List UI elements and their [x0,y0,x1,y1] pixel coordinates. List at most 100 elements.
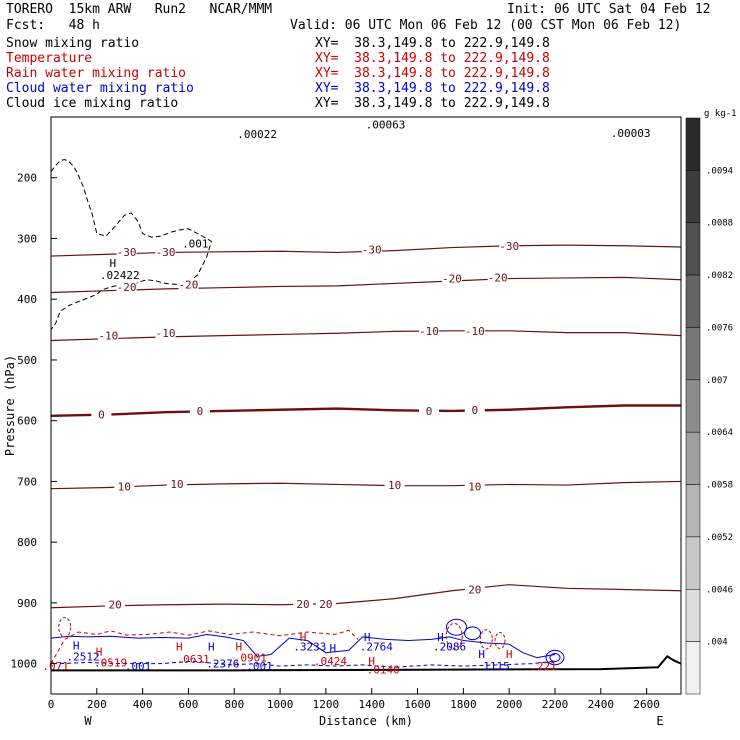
contour-label: 0 [98,409,105,422]
field-xy-rain: XY= 38.3,149.8 to 222.9,149.8 [315,66,550,81]
y-tick-label: 300 [17,232,37,245]
colorbar-swatch [685,589,701,642]
colorbar-tick-label: .0064 [706,428,733,438]
contour-label: 0 [472,404,479,417]
contour-label-bg [464,481,485,492]
contour-label-bg [178,279,199,290]
x-tick-label: 1800 [450,698,477,711]
contour-label-bg [315,599,336,610]
hydrometeor-label: .3233 [293,641,326,654]
colorbar-swatch [685,641,701,695]
contour-label: 10 [388,479,401,492]
contour-label: -30 [156,246,176,259]
contour-label: 20 [296,598,309,611]
x-tick-label: 1000 [267,698,294,711]
colorbar-tick-label: .0076 [706,323,733,333]
hydrometeor-label: .001 [246,660,273,673]
hydrometeor-label: .001 [182,237,209,250]
hydrometeor-label: H [96,645,103,658]
colorbar-tick-label: .004 [706,638,728,648]
contour-label-bg [91,409,112,420]
contour-label: -30 [117,246,137,259]
cloud-water-cell [464,626,482,641]
contour-label: 10 [118,480,131,493]
temperature-contour-line [50,276,682,294]
hydrometeor-label: .0424 [314,655,347,668]
x-tick-label: 1200 [313,698,340,711]
x-tick-label: 1600 [404,698,431,711]
contour-labels: -30 -30 -30 -30 -20 -20 -20 -20 -10 -10 -10 -10 0 0 0 0… [42,118,650,676]
temperature-contour-line [50,404,681,418]
y-tick-label: 800 [17,536,37,549]
contour-label-bg [114,481,135,492]
hydrometeor-label: .00022 [237,128,277,141]
colorbar-tick-label: .0058 [706,481,733,491]
hydrometeor-label: .221 [530,660,557,673]
y-tick-label: 200 [17,172,37,185]
contour-label: 20 [468,584,481,597]
contour-label-bg [155,328,176,339]
y-axis-label: Pressure (hPa) [3,355,17,456]
hydrometeor-label: .0901 [234,652,267,665]
cloud-water-contour-line [50,633,556,659]
hydrometeor-label: H [437,631,444,644]
x-tick-label: 200 [87,698,107,711]
contour-label-bg [487,272,508,283]
contour-label: -10 [419,325,439,338]
rain-cell [58,617,72,638]
cloud-water-cell [445,618,467,636]
hydrometeor-label: H [208,641,215,654]
colorbar-swatch [685,170,701,223]
contour-label: -10 [465,325,485,338]
colorbar-swatch [685,327,701,381]
contour-label-bg [116,246,137,257]
hydrometeor-contours [50,617,682,672]
y-tick-label: 500 [17,354,37,367]
field-name-cloud-ice: Cloud ice mixing ratio [6,96,179,111]
x-tick-label: 600 [179,698,199,711]
y-tick-label: 600 [17,415,37,428]
hydrometeor-label: H [236,641,243,654]
contour-label: -30 [499,240,519,253]
rain-cell [445,623,463,650]
hydrometeor-label: H [329,642,336,655]
contour-label-bg [441,273,462,284]
y-tick-label: 700 [17,475,37,488]
header-fcst: Fcst: 48 h [6,18,100,33]
colorbar-tick-label: .0052 [706,533,733,543]
colorbar-unit: g kg-1 [704,109,737,119]
hydrometeor-label: H [368,655,375,668]
contour-label: 20 [319,598,332,611]
contour-label-bg [464,584,485,595]
snow-ice-contours [50,158,212,330]
hydrometeor-label: .00003 [611,127,651,140]
temperature-contour-line [50,330,682,342]
colorbar-swatch [685,274,701,328]
colorbar-swatch [685,431,701,485]
hydrometeor-label: .2086 [433,641,466,654]
contour-label: -30 [362,243,382,256]
contour-label-bg [464,325,485,336]
contour-label: 20 [109,599,122,612]
field-xy-snow: XY= 38.3,149.8 to 222.9,149.8 [315,36,550,51]
hydrometeor-label: H [73,639,80,652]
colorbar-swatch [685,379,701,433]
hydrometeor-label: .1115 [477,660,510,673]
hydrometeor-label: H [300,631,307,644]
hydrometeor-label: H [506,648,513,661]
x-end-label-east: E [656,714,663,728]
field-name-rain: Rain water mixing ratio [6,66,187,81]
header-model: TORERO 15km ARW Run2 NCAR/MMM [6,2,273,17]
contour-label: 10 [170,478,183,491]
field-xy-cloud-water: XY= 38.3,149.8 to 222.9,149.8 [315,81,550,96]
hydrometeor-label: .02422 [100,269,140,282]
field-name-snow: Snow mixing ratio [6,36,140,51]
contour-label: -20 [117,281,137,294]
hydrometeor-label: .0519 [94,656,127,669]
terrain-line [51,655,682,672]
colorbar-tick-label: .0088 [706,219,733,229]
contour-label-bg [167,478,187,489]
cloud-water-cell [549,653,561,663]
cloud-water-cell [545,649,565,666]
